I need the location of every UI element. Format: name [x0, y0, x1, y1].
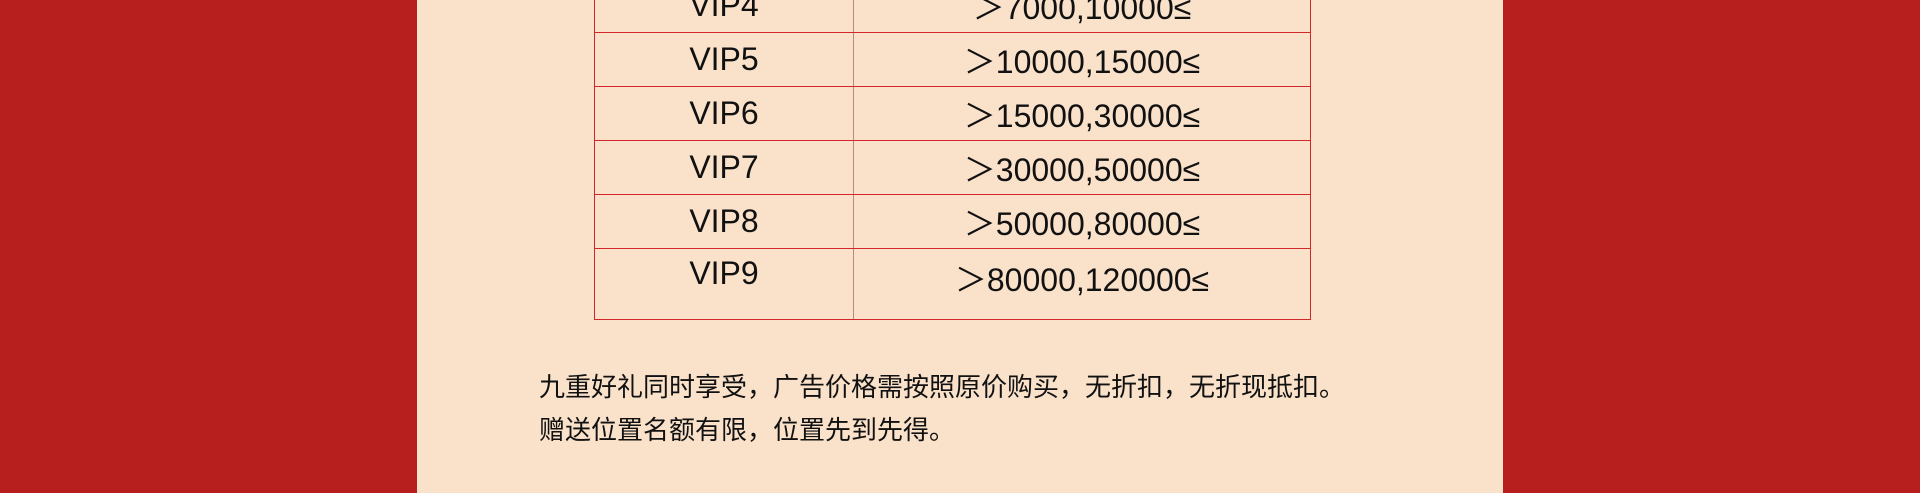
vip-tier-table: VIP4 ＞7000,10000≤ VIP5 ＞10000,15000≤ VIP6 ＞… [594, 0, 1311, 320]
table-row: VIP8 ＞50000,80000≤ [594, 194, 1311, 249]
note-line-2: 赠送位置名额有限，位置先到先得。 [539, 415, 956, 445]
table-row: VIP7 ＞30000,50000≤ [594, 140, 1311, 195]
table-row: VIP9 ＞80000,120000≤ [594, 248, 1311, 320]
spend-range: ＞50000,80000≤ [853, 194, 1311, 249]
table-row: VIP6 ＞15000,30000≤ [594, 86, 1311, 141]
spend-range: ＞7000,10000≤ [853, 0, 1311, 33]
vip-level: VIP7 [594, 140, 854, 195]
spend-range: ＞80000,120000≤ [853, 248, 1311, 320]
spend-range: ＞30000,50000≤ [853, 140, 1311, 195]
vip-level: VIP5 [594, 32, 854, 87]
vip-level: VIP8 [594, 194, 854, 249]
spend-range: ＞10000,15000≤ [853, 32, 1311, 87]
vip-level: VIP9 [594, 248, 854, 320]
table-row: VIP4 ＞7000,10000≤ [594, 0, 1311, 33]
vip-level: VIP4 [594, 0, 854, 33]
table-row: VIP5 ＞10000,15000≤ [594, 32, 1311, 87]
content-panel: VIP4 ＞7000,10000≤ VIP5 ＞10000,15000≤ VIP6 ＞… [417, 0, 1503, 493]
spend-range: ＞15000,30000≤ [853, 86, 1311, 141]
vip-level: VIP6 [594, 86, 854, 141]
note-line-1: 九重好礼同时享受，广告价格需按照原价购买，无折扣，无折现抵扣。 [539, 372, 1346, 402]
